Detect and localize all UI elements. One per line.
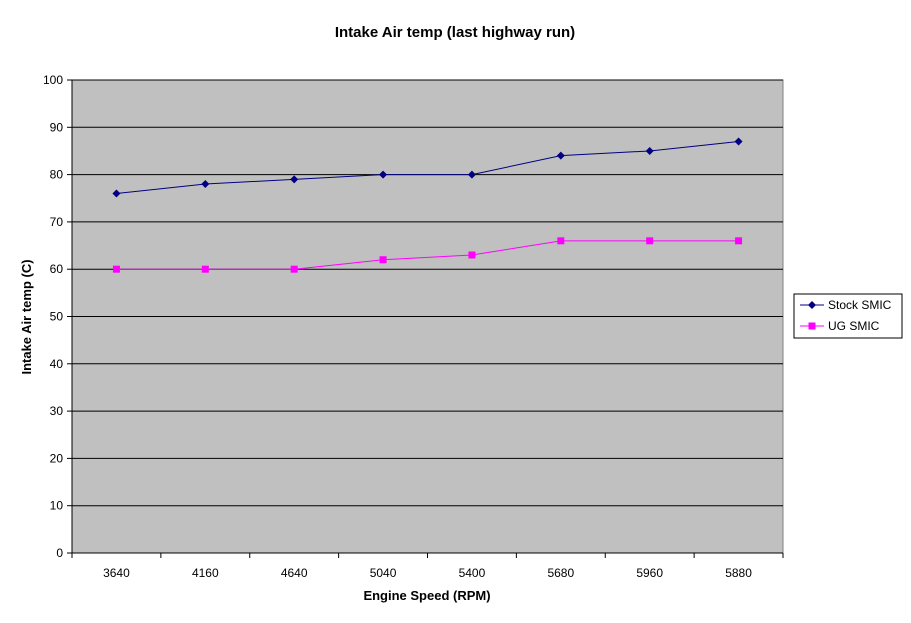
x-tick-label: 5680 xyxy=(547,566,574,580)
x-tick-label: 5400 xyxy=(459,566,486,580)
y-tick-label: 90 xyxy=(50,120,64,134)
data-point xyxy=(379,170,388,179)
data-point xyxy=(646,237,654,245)
x-tick-label: 5960 xyxy=(636,566,663,580)
y-tick-label: 50 xyxy=(50,310,64,324)
series-line xyxy=(116,140,739,195)
x-tick-label: 4160 xyxy=(192,566,219,580)
chart-title: Intake Air temp (last highway run) xyxy=(335,24,575,41)
legend: Stock SMIC UG SMIC xyxy=(793,293,903,339)
y-axis-ticks: 0 10 20 30 40 50 60 70 80 90 100 xyxy=(43,73,72,560)
series-2 xyxy=(112,237,743,273)
legend-item: Stock SMIC xyxy=(800,298,892,312)
y-tick-label: 60 xyxy=(50,262,64,276)
legend-marker xyxy=(808,301,816,309)
y-axis-title: Intake Air temp (C) xyxy=(19,259,34,374)
data-point xyxy=(735,237,743,245)
y-tick-label: 30 xyxy=(50,404,64,418)
data-point xyxy=(379,256,387,264)
y-tick-label: 0 xyxy=(56,546,63,560)
data-point xyxy=(557,237,565,245)
y-tick-label: 10 xyxy=(50,499,64,513)
y-tick-label: 40 xyxy=(50,357,64,371)
data-point xyxy=(290,265,298,273)
series-group xyxy=(112,137,743,273)
data-point xyxy=(201,180,210,189)
y-tick-label: 70 xyxy=(50,215,64,229)
legend-item: UG SMIC xyxy=(800,319,880,333)
data-point xyxy=(112,265,120,273)
y-tick-label: 80 xyxy=(50,168,64,182)
legend-marker xyxy=(808,322,816,330)
x-axis-ticks: 3640 4160 4640 5040 5400 5680 5960 5880 xyxy=(71,553,784,580)
x-tick-label: 5880 xyxy=(725,566,752,580)
data-point xyxy=(290,175,299,184)
series-line xyxy=(116,240,739,270)
legend-label: UG SMIC xyxy=(828,319,880,333)
data-point xyxy=(734,137,743,146)
y-tick-label: 100 xyxy=(43,73,63,87)
data-point xyxy=(112,189,121,198)
data-point xyxy=(468,251,476,259)
legend-label: Stock SMIC xyxy=(828,298,892,312)
x-axis-title: Engine Speed (RPM) xyxy=(363,588,490,603)
y-tick-label: 20 xyxy=(50,451,64,465)
x-tick-label: 5040 xyxy=(370,566,397,580)
data-point xyxy=(467,170,476,179)
data-point xyxy=(556,151,565,160)
gridlines xyxy=(72,79,783,507)
data-point xyxy=(201,265,209,273)
data-point xyxy=(645,146,654,155)
series-1 xyxy=(112,137,743,198)
x-tick-label: 4640 xyxy=(281,566,308,580)
x-tick-label: 3640 xyxy=(103,566,130,580)
